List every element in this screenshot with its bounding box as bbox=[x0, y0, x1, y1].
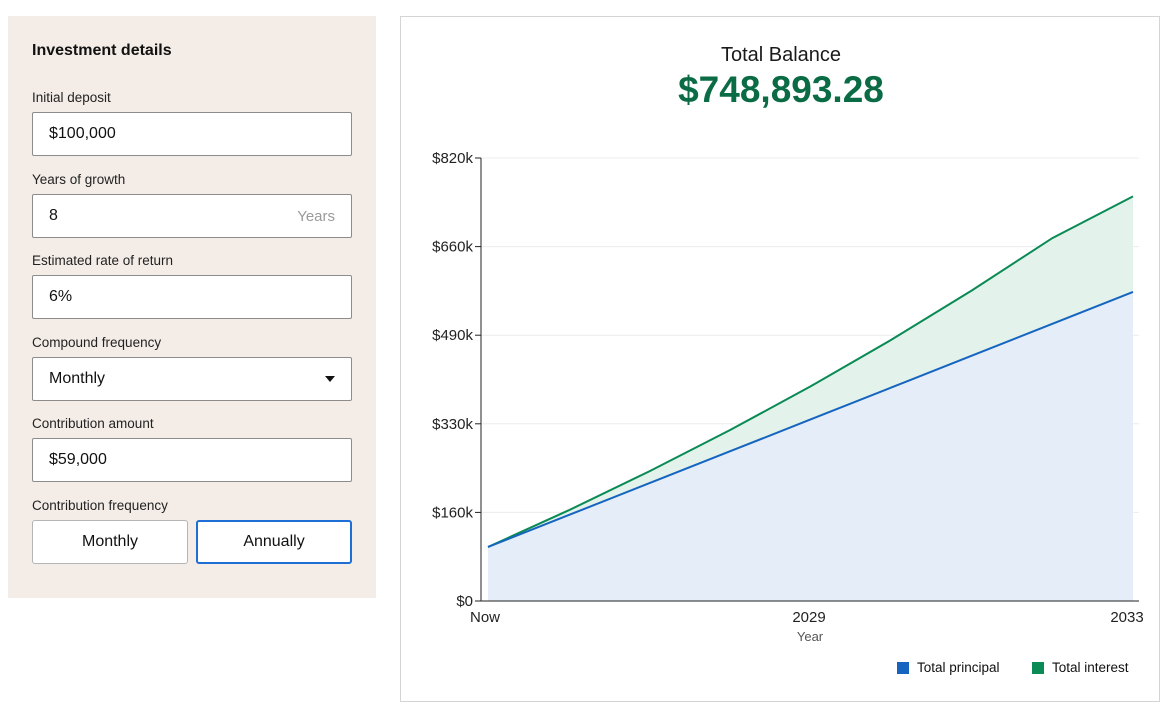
contribution-amount-label: Contribution amount bbox=[32, 416, 154, 431]
contribution-frequency-monthly-button[interactable]: Monthly bbox=[32, 520, 188, 564]
rate-of-return-value: 6% bbox=[49, 288, 73, 305]
years-suffix: Years bbox=[297, 207, 335, 225]
investment-details-panel: Investment details Initial deposit $100,… bbox=[8, 16, 376, 598]
total-balance-value: $748,893.28 bbox=[678, 69, 884, 110]
y-tick-label: $820k bbox=[432, 150, 473, 167]
interest-line bbox=[487, 195, 1134, 548]
x-tick-label: 2033 bbox=[1110, 609, 1143, 626]
years-of-growth-label: Years of growth bbox=[32, 172, 126, 187]
chevron-down-icon bbox=[325, 376, 335, 382]
principal-line bbox=[487, 291, 1134, 548]
initial-deposit-input[interactable]: $100,000 bbox=[32, 112, 352, 156]
years-of-growth-input[interactable]: 8 Years bbox=[32, 194, 352, 238]
interest-swatch bbox=[1032, 661, 1044, 674]
y-tick-label: $0 bbox=[456, 593, 473, 610]
compound-frequency-label: Compound frequency bbox=[32, 335, 162, 350]
contribution-amount-input[interactable]: $59,000 bbox=[32, 438, 352, 482]
y-tick-label: $330k bbox=[432, 416, 473, 433]
rate-of-return-label: Estimated rate of return bbox=[32, 253, 174, 268]
legend-principal: Total principal bbox=[897, 660, 1000, 675]
x-tick-label: Now bbox=[470, 609, 500, 626]
legend-interest-label: Total interest bbox=[1052, 660, 1129, 675]
compound-frequency-select[interactable]: Monthly bbox=[32, 357, 352, 401]
y-tick-label: $660k bbox=[432, 239, 473, 256]
balance-growth-chart: $0 $160k $330k $490k $660k $820k Now 2029 2033 Ye… bbox=[432, 150, 1144, 644]
legend-principal-label: Total principal bbox=[917, 660, 1000, 675]
contribution-frequency-label: Contribution frequency bbox=[32, 498, 168, 513]
x-tick-label: 2029 bbox=[792, 609, 825, 626]
x-axis-label: Year bbox=[797, 629, 824, 644]
y-tick-label: $160k bbox=[432, 504, 473, 521]
initial-deposit-label: Initial deposit bbox=[32, 90, 111, 105]
contribution-amount-value: $59,000 bbox=[49, 451, 107, 468]
form-title: Investment details bbox=[32, 42, 172, 59]
contribution-frequency-annually-button[interactable]: Annually bbox=[196, 520, 352, 564]
initial-deposit-value: $100,000 bbox=[49, 125, 116, 142]
y-tick-label: $490k bbox=[432, 327, 473, 344]
interest-area bbox=[488, 196, 1133, 547]
principal-area bbox=[488, 291, 1133, 601]
years-of-growth-value: 8 bbox=[49, 207, 58, 224]
rate-of-return-input[interactable]: 6% bbox=[32, 275, 352, 319]
total-balance-label: Total Balance bbox=[720, 44, 842, 66]
principal-swatch bbox=[897, 661, 909, 674]
legend-interest: Total interest bbox=[1032, 660, 1129, 675]
compound-frequency-value: Monthly bbox=[49, 370, 106, 387]
chart-panel: Total Balance $748,893.28 $0 $160k $330k $4… bbox=[400, 16, 1160, 702]
